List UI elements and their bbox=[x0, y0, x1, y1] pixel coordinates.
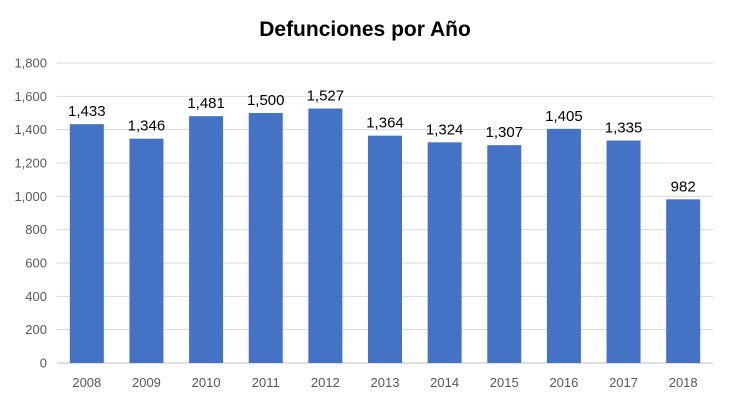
data-label: 1,307 bbox=[485, 124, 523, 141]
data-label: 1,324 bbox=[426, 121, 464, 138]
y-axis-ticks: 0 200 400 600 800 1,000 1,200 1,400 1,600 1,800 bbox=[14, 56, 47, 371]
bar bbox=[427, 142, 462, 363]
data-label: 1,364 bbox=[366, 115, 404, 132]
y-tick-label: 1,800 bbox=[14, 56, 47, 71]
y-tick-label: 800 bbox=[25, 222, 47, 237]
y-tick-label: 1,000 bbox=[14, 189, 47, 204]
y-tick-label: 1,400 bbox=[14, 122, 47, 137]
bar bbox=[248, 113, 283, 363]
chart-title: Defunciones por Año bbox=[259, 18, 471, 41]
data-label: 1,500 bbox=[247, 92, 285, 109]
bar bbox=[487, 145, 522, 363]
y-tick-label: 400 bbox=[25, 289, 47, 304]
bar bbox=[129, 138, 164, 363]
y-tick-label: 600 bbox=[25, 256, 47, 271]
x-axis-ticks: 2008 2009 2010 2011 2012 2013 2014 2015 2016 2017… bbox=[72, 375, 697, 390]
x-tick-label: 2018 bbox=[669, 375, 698, 390]
x-tick-label: 2014 bbox=[430, 375, 459, 390]
y-tick-label: 200 bbox=[25, 322, 47, 337]
x-tick-label: 2009 bbox=[132, 375, 161, 390]
data-label: 1,346 bbox=[128, 118, 166, 135]
x-tick-label: 2010 bbox=[192, 375, 221, 390]
bars bbox=[69, 108, 701, 364]
data-label: 1,527 bbox=[307, 88, 345, 105]
y-tick-label: 1,200 bbox=[14, 156, 47, 171]
x-tick-label: 2012 bbox=[311, 375, 340, 390]
bar bbox=[546, 128, 581, 363]
bar bbox=[69, 124, 104, 364]
x-tick-label: 2013 bbox=[371, 375, 400, 390]
x-tick-label: 2016 bbox=[549, 375, 578, 390]
data-label: 1,433 bbox=[68, 103, 106, 120]
data-label: 982 bbox=[671, 178, 696, 195]
data-label: 1,405 bbox=[545, 108, 583, 125]
y-tick-label: 1,600 bbox=[14, 89, 47, 104]
bar bbox=[189, 116, 224, 364]
x-tick-label: 2008 bbox=[72, 375, 101, 390]
x-tick-label: 2011 bbox=[252, 375, 280, 390]
x-tick-label: 2015 bbox=[490, 375, 519, 390]
bar bbox=[368, 135, 402, 363]
data-labels: 1,433 1,346 1,481 1,500 1,527 1,364 1,324 1,307… bbox=[68, 88, 696, 196]
bar bbox=[308, 108, 343, 363]
y-tick-label: 0 bbox=[40, 356, 47, 371]
data-label: 1,481 bbox=[187, 95, 225, 112]
bar bbox=[606, 140, 641, 363]
bar bbox=[666, 199, 701, 363]
x-tick-label: 2017 bbox=[609, 375, 638, 390]
data-label: 1,335 bbox=[605, 120, 643, 137]
